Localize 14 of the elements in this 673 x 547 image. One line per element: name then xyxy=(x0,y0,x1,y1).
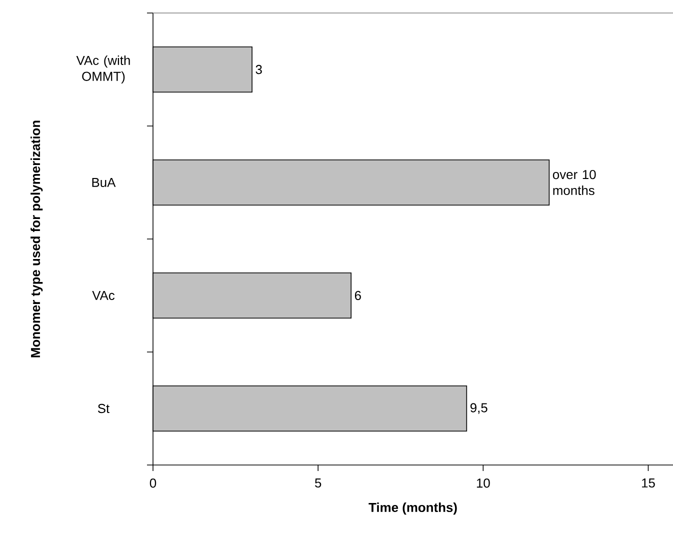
x-tick-label: 10 xyxy=(476,478,490,488)
data-label: 3 xyxy=(256,64,262,74)
x-tick-label: 5 xyxy=(314,478,322,488)
x-tick-label: 0 xyxy=(150,478,156,488)
data-label: over 10 months xyxy=(552,170,596,196)
y-tick-label: BuA xyxy=(92,178,116,188)
y-tick-label: St xyxy=(98,404,110,414)
data-label: 9,5 xyxy=(470,403,488,414)
y-tick-label: VAc (with OMMT) xyxy=(76,55,130,84)
data-label: 6 xyxy=(354,290,361,300)
x-tick-label: 15 xyxy=(642,478,655,488)
y-tick-label: VAc xyxy=(92,290,115,300)
x-axis-title: Time (months) xyxy=(368,502,457,515)
y-axis-title: Monomer type used for polymerization xyxy=(30,120,43,358)
